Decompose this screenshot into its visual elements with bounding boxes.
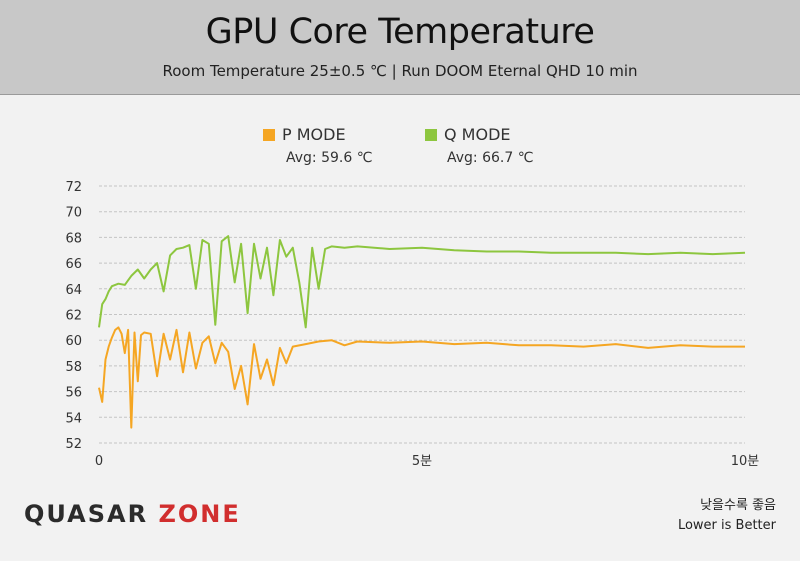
series-line-q-mode (98, 235, 746, 329)
y-tick-label: 52 (65, 437, 82, 452)
quasarzone-logo: QUASAR ZONE (24, 500, 241, 528)
y-tick-label: 60 (65, 334, 82, 349)
y-tick-label: 64 (65, 283, 82, 298)
x-tick-label: 0 (95, 454, 103, 469)
legend-swatch-q-mode (425, 129, 437, 141)
chart-subtitle: Room Temperature 25±0.5 ℃ | Run DOOM Ete… (162, 62, 638, 80)
y-tick-label: 68 (65, 231, 82, 246)
y-tick-label: 70 (65, 206, 82, 221)
legend-label-q-mode: Q MODE (444, 125, 511, 144)
note-korean: 낮을수록 좋음 (700, 498, 776, 513)
x-axis-ticks: 0 5분 10분 (95, 454, 759, 469)
y-axis-ticks: 52 54 56 58 60 62 64 66 68 70 72 (65, 180, 82, 452)
legend-avg-q-mode: Avg: 66.7 ℃ (447, 150, 534, 166)
series-lines (98, 235, 746, 429)
logo-word-zone: ZONE (158, 500, 241, 528)
legend-avg-p-mode: Avg: 59.6 ℃ (286, 150, 373, 166)
note-english: Lower is Better (677, 518, 776, 533)
grid-lines (99, 185, 745, 444)
y-tick-label: 54 (65, 411, 82, 426)
chart-title: GPU Core Temperature (205, 12, 595, 52)
chart-header: GPU Core Temperature Room Temperature 25… (0, 0, 800, 95)
lower-is-better-note: 낮을수록 좋음 Lower is Better (678, 496, 776, 536)
legend-label-p-mode: P MODE (282, 125, 346, 144)
y-tick-label: 72 (65, 180, 82, 195)
logo-word-quasar: QUASAR (24, 500, 149, 528)
x-tick-label: 5분 (412, 454, 432, 469)
legend-swatch-p-mode (263, 129, 275, 141)
y-tick-label: 62 (65, 309, 82, 324)
x-tick-label: 10분 (731, 454, 760, 469)
y-tick-label: 66 (65, 257, 82, 272)
y-tick-label: 58 (65, 360, 82, 375)
series-line-p-mode (98, 326, 745, 429)
y-tick-label: 56 (65, 386, 82, 401)
